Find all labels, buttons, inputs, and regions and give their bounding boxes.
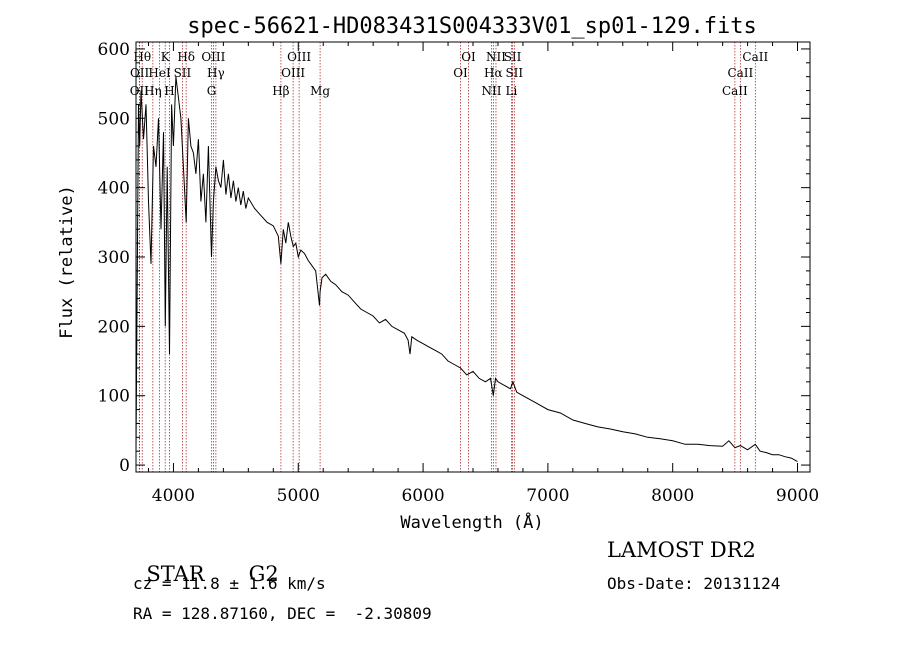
coordinates-line: RA = 128.87160, DEC = -2.30809 — [133, 604, 432, 623]
spectral-line-label: Hα — [484, 66, 503, 80]
spectral-line-label: CaII — [722, 84, 748, 98]
x-tick-label: 8000 — [651, 486, 694, 506]
spectrum-series-line — [135, 76, 798, 463]
object-class-label: STAR G2 — [133, 538, 279, 586]
spectral-line-label: Li — [506, 84, 518, 98]
spectral-line-label: OI — [461, 50, 476, 64]
y-tick-label: 300 — [98, 248, 130, 268]
spectral-line-label: K — [161, 50, 171, 64]
x-tick-labels: 4000 5000 6000 7000 8000 9000 — [152, 486, 819, 506]
spectral-line-label: Hη — [144, 84, 162, 98]
spectral-line-label: Hβ — [272, 84, 289, 98]
spectral-line-label: SII — [174, 66, 192, 80]
spectral-line-label: NII — [486, 50, 506, 64]
spectral-line-label: OII — [130, 66, 150, 80]
plot-frame — [135, 41, 811, 473]
spectral-line-label: Mg — [310, 84, 330, 98]
y-tick-label: 200 — [98, 317, 130, 337]
spectral-line-label: CaII — [742, 50, 768, 64]
spectral-line-label: CaII — [727, 66, 753, 80]
y-tick-label: 600 — [98, 40, 130, 60]
x-tick-label: 4000 — [152, 486, 195, 506]
spectral-line-markers — [138, 42, 756, 472]
spectral-line-label: Hγ — [207, 66, 225, 80]
y-tick-label: 100 — [98, 387, 130, 407]
x-tick-label: 6000 — [401, 486, 444, 506]
y-tick-label: 500 — [98, 109, 130, 129]
spectral-line-label: OIII — [201, 50, 225, 64]
spectral-line-label: OIII — [287, 50, 311, 64]
spectral-line-label: HeI — [148, 66, 171, 80]
spectral-line-label: SII — [505, 66, 523, 80]
y-axis-label: Flux (relative) — [57, 185, 77, 339]
spectral-line-label: H — [164, 84, 174, 98]
x-tick-label: 9000 — [776, 486, 819, 506]
spectral-line-label: SII — [504, 50, 522, 64]
spectral-line-label: OIII — [281, 66, 305, 80]
spectral-line-label: OI — [453, 66, 468, 80]
x-tick-label: 7000 — [526, 486, 569, 506]
object-subclass: G2 — [248, 562, 279, 586]
spectral-line-label: Hθ — [133, 50, 151, 64]
y-tick-label: 400 — [98, 179, 130, 199]
spectral-line-label: Hδ — [177, 50, 195, 64]
spectral-line-label: G — [207, 84, 217, 98]
axis-ticks — [136, 42, 810, 472]
survey-label: LAMOST DR2 — [607, 538, 756, 562]
x-tick-label: 5000 — [277, 486, 320, 506]
object-class: STAR — [146, 562, 205, 586]
chart-title: spec-56621-HD083431S004333V01_sp01-129.f… — [187, 14, 757, 39]
spectral-line-label: NII — [481, 84, 501, 98]
x-axis-label: Wavelength (Å) — [400, 511, 543, 533]
obs-date-line: Obs-Date: 20131124 — [607, 574, 781, 593]
y-tick-labels: 0 100 200 300 400 500 600 — [98, 40, 130, 476]
redshift-line: cz = 11.8 ± 1.6 km/s — [133, 574, 326, 593]
y-tick-label: 0 — [119, 456, 130, 476]
